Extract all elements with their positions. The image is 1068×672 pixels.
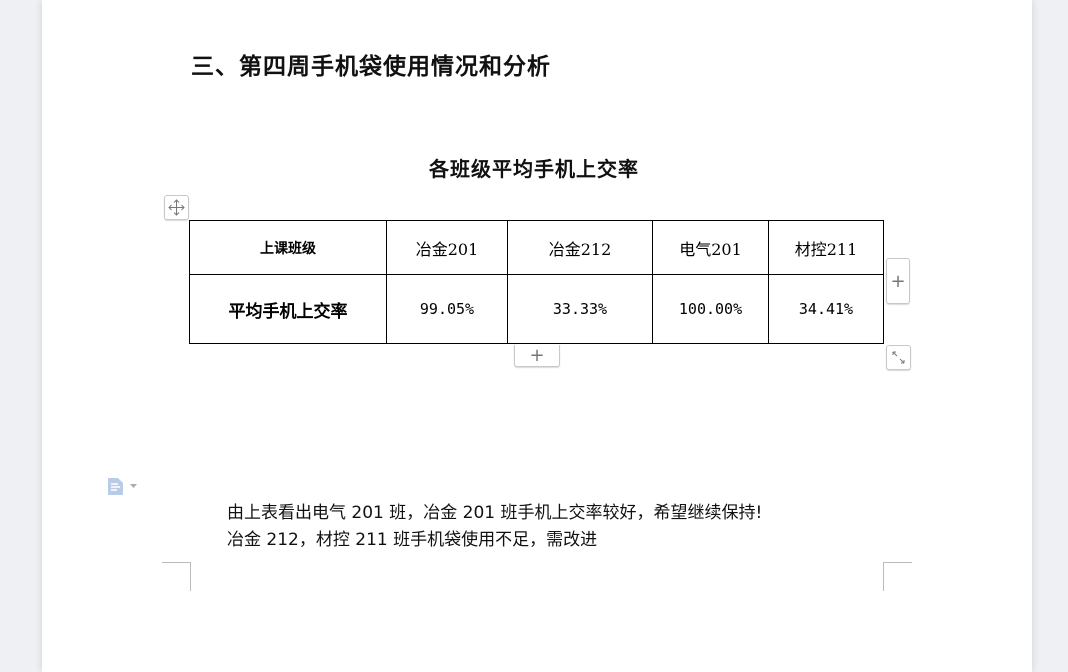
resize-icon (892, 351, 905, 364)
document-icon (108, 478, 123, 495)
value-cell[interactable]: 33.33% (507, 274, 653, 344)
table-resize-handle[interactable] (886, 345, 911, 370)
page-corner-mark (162, 562, 191, 591)
table-row: 平均手机上交率 99.05% 33.33% 100.00% 34.41% (189, 274, 884, 344)
value-cell[interactable]: 34.41% (768, 274, 884, 344)
value-cell[interactable]: 99.05% (386, 274, 508, 344)
add-column-button[interactable]: + (886, 258, 910, 304)
add-row-button[interactable]: + (514, 345, 560, 367)
header-cell[interactable]: 电气201 (652, 220, 769, 275)
row-label-cell[interactable]: 平均手机上交率 (189, 274, 387, 344)
paragraph-line: 由上表看出电气 201 班，冶金 201 班手机上交率较好，希望继续保持! (227, 503, 763, 523)
header-cell[interactable]: 冶金201 (386, 220, 508, 275)
value-cell[interactable]: 100.00% (652, 274, 769, 344)
table-header-row: 上课班级 冶金201 冶金212 电气201 材控211 (189, 220, 884, 275)
header-cell[interactable]: 材控211 (768, 220, 884, 275)
plus-icon: + (890, 270, 906, 292)
page-corner-mark (883, 562, 912, 591)
move-icon (168, 199, 185, 216)
table-title: 各班级平均手机上交率 (429, 157, 639, 181)
header-cell[interactable]: 上课班级 (189, 220, 387, 275)
analysis-paragraph: 由上表看出电气 201 班，冶金 201 班手机上交率较好，希望继续保持! 冶金… (227, 500, 762, 554)
plus-icon: + (529, 345, 545, 366)
rate-table: 上课班级 冶金201 冶金212 电气201 材控211 平均手机上交率 99.… (189, 220, 884, 344)
header-cell[interactable]: 冶金212 (507, 220, 653, 275)
table-move-handle[interactable] (164, 195, 189, 220)
paragraph-line: 冶金 212，材控 211 班手机袋使用不足，需改进 (227, 530, 598, 550)
section-heading: 三、第四周手机袋使用情况和分析 (191, 54, 551, 80)
paragraph-menu[interactable] (107, 477, 137, 496)
chevron-down-icon (130, 484, 137, 488)
